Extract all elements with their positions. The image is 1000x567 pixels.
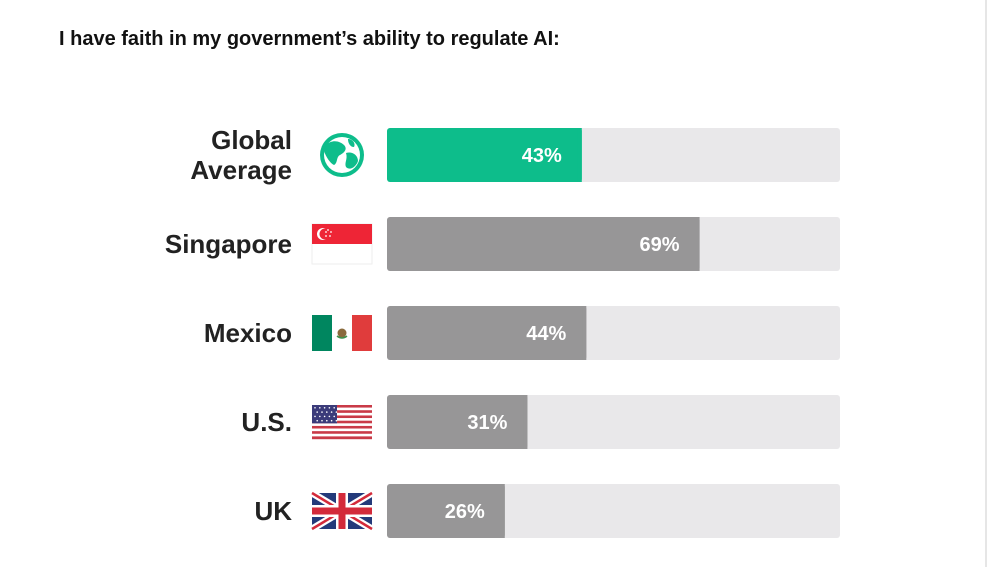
bar-end xyxy=(523,395,528,449)
category-label: Global Average xyxy=(190,125,292,185)
mexico-flag-icon xyxy=(312,315,372,351)
category-label-line: Global xyxy=(211,125,292,155)
bar xyxy=(387,484,505,538)
bar xyxy=(387,128,582,182)
category-label-line: U.S. xyxy=(241,407,292,437)
category-label-line: UK xyxy=(254,496,292,526)
category-label: U.S. xyxy=(241,407,292,437)
bar xyxy=(387,395,528,449)
uk-flag-icon xyxy=(310,489,374,533)
bar-end xyxy=(582,306,587,360)
right-border xyxy=(985,0,987,567)
singapore-flag-icon xyxy=(311,223,373,265)
bar-row: Mexico 44% xyxy=(204,306,840,360)
bar-row: Global Average 43% xyxy=(190,125,840,185)
bar-rows: Global Average 43% Singapore 69% Mexico 44% U.S… xyxy=(165,125,840,538)
bar-end xyxy=(500,484,505,538)
category-label-line: Average xyxy=(190,155,292,185)
chart-title: I have faith in my government’s ability … xyxy=(59,28,560,50)
bar-end xyxy=(577,128,582,182)
value-label: 43% xyxy=(522,145,562,167)
bar-row: UK 26% xyxy=(254,484,840,538)
category-label: Mexico xyxy=(204,318,292,348)
value-label: 31% xyxy=(467,412,507,434)
bar xyxy=(387,217,700,271)
us-flag-icon xyxy=(312,405,372,440)
bar-end xyxy=(695,217,700,271)
value-label: 44% xyxy=(526,323,566,345)
bar-row: Singapore 69% xyxy=(165,217,840,271)
bar-row: U.S. 31% xyxy=(241,395,840,449)
category-label-line: Mexico xyxy=(204,318,292,348)
category-label-line: Singapore xyxy=(165,229,292,259)
value-label: 26% xyxy=(445,501,485,523)
bar xyxy=(387,306,587,360)
category-label: UK xyxy=(254,496,292,526)
category-label: Singapore xyxy=(165,229,292,259)
value-label: 69% xyxy=(640,234,680,256)
globe-icon xyxy=(320,133,364,177)
